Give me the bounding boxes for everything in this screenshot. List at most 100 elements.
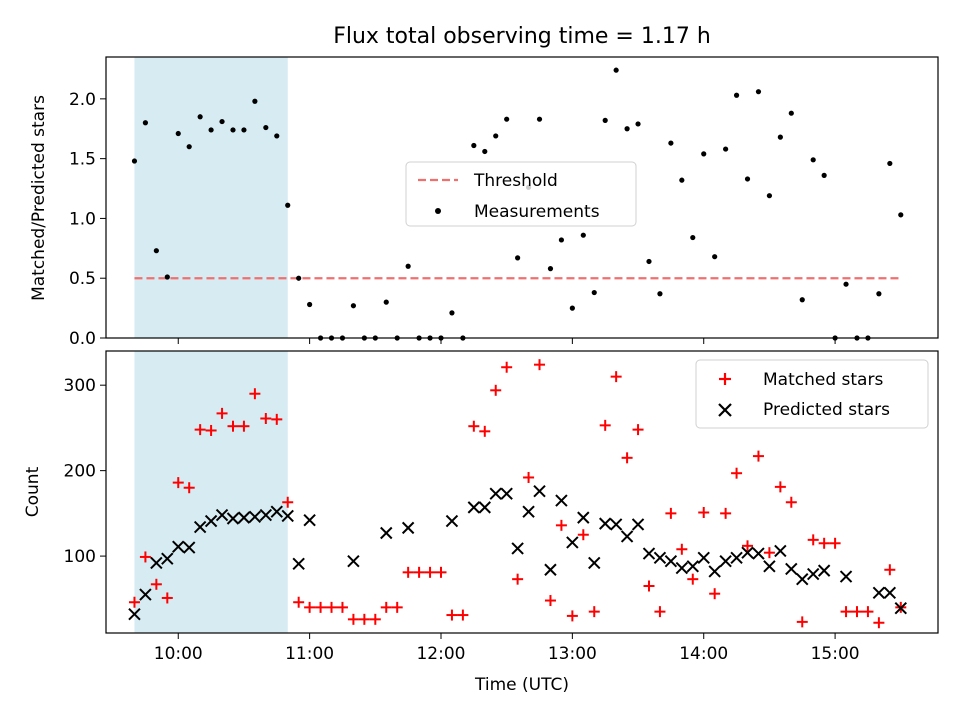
measurement-point <box>755 89 762 95</box>
measurement-point <box>733 92 740 98</box>
predicted-marker-b <box>544 563 557 576</box>
bottom-marks <box>128 359 907 629</box>
measurement-point <box>777 134 783 140</box>
predicted-marker-b <box>598 517 612 530</box>
predicted-star-point <box>697 551 710 565</box>
predicted-star-point <box>675 561 689 575</box>
predicted-star-point <box>741 546 754 559</box>
bottom-y-ticks: 100 200 300 <box>64 376 106 567</box>
predicted-marker-b <box>161 552 174 565</box>
bottom-y-axis-label: Count <box>23 466 43 517</box>
matched-star-point <box>260 413 272 425</box>
matched-star-point <box>709 588 721 600</box>
predicted-marker-b <box>303 513 316 527</box>
predicted-star-point <box>609 518 623 531</box>
measurement-point <box>471 142 477 149</box>
matched-star-point <box>271 413 283 425</box>
matched-star-point <box>687 573 699 585</box>
predicted-marker-b <box>555 494 568 507</box>
predicted-marker-b <box>631 518 645 531</box>
predicted-marker-b <box>182 541 196 554</box>
predicted-star-point <box>730 551 743 565</box>
matched-star-point <box>862 606 874 618</box>
predicted-marker-b <box>883 586 897 600</box>
measurement-point <box>296 275 302 281</box>
matched-star-point <box>347 613 359 625</box>
measurement-point <box>131 158 138 164</box>
x-axis-label: Time (UTC) <box>474 675 569 695</box>
measurement-point <box>723 146 729 152</box>
matched-star-point <box>150 578 162 590</box>
predicted-star-point <box>555 494 568 507</box>
predicted-marker-b <box>577 511 590 524</box>
measurement-point <box>186 144 192 150</box>
matched-star-point <box>544 595 556 607</box>
x-tick-label: 13:00 <box>548 644 597 664</box>
matched-star-point <box>829 537 841 549</box>
measurement-point <box>646 258 652 265</box>
predicted-star-point <box>182 541 196 554</box>
predicted-star-point <box>204 514 218 528</box>
matched-star-point <box>577 529 589 541</box>
measurement-point <box>274 133 280 139</box>
matched-star-point <box>424 566 436 578</box>
legend-matched-swatch <box>719 373 731 385</box>
predicted-marker-b <box>774 544 787 558</box>
measurement-point <box>744 176 751 182</box>
matched-star-point <box>720 507 732 519</box>
measurement-point <box>241 127 247 133</box>
measurement-point <box>405 263 411 269</box>
measurement-point <box>547 266 554 272</box>
predicted-marker-b <box>785 562 798 576</box>
measurement-point <box>263 124 269 131</box>
predicted-star-point <box>577 511 590 524</box>
predicted-star-point <box>500 487 513 500</box>
predicted-marker-b <box>675 561 689 575</box>
measurement-point <box>591 289 597 296</box>
predicted-star-point <box>588 556 601 570</box>
predicted-marker-b <box>752 547 765 560</box>
matched-star-point <box>194 424 206 436</box>
matched-star-point <box>435 566 447 578</box>
measurement-point <box>799 297 805 303</box>
predicted-marker-b <box>763 560 776 573</box>
measurement-point <box>788 110 794 116</box>
predicted-star-point <box>380 526 393 540</box>
predicted-marker-b <box>445 514 459 528</box>
predicted-marker-b <box>500 487 513 500</box>
matched-star-point <box>566 610 578 622</box>
bottom-plot-frame <box>105 350 939 634</box>
predicted-star-point <box>642 547 656 560</box>
predicted-star-point <box>872 586 886 600</box>
matched-star-point <box>380 601 392 613</box>
chart-title: Flux total observing time = 1.17 h <box>333 24 711 49</box>
matched-star-point <box>873 617 885 629</box>
top-y-axis-label: Matched/Predicted stars <box>29 95 49 301</box>
predicted-star-point <box>445 514 459 528</box>
predicted-star-point <box>237 511 251 524</box>
predicted-marker-b <box>533 484 546 498</box>
measurement-point <box>493 133 499 139</box>
matched-star-point <box>227 420 239 432</box>
predicted-marker-b <box>566 536 579 549</box>
measurement-point <box>230 127 236 133</box>
x-tick-label: 10:00 <box>154 644 203 664</box>
predicted-marker-b <box>872 586 886 600</box>
predicted-star-point <box>292 557 305 570</box>
matched-star-point <box>238 420 250 432</box>
legend-matched-label: Matched stars <box>763 370 883 390</box>
predicted-star-point <box>774 544 787 558</box>
predicted-marker-b <box>730 551 743 565</box>
bottom-x-ticks: 10:00 11:00 12:00 13:00 14:00 15:00 <box>154 633 860 664</box>
measurement-point <box>624 126 630 132</box>
predicted-marker-b <box>172 540 185 553</box>
predicted-marker-b <box>588 556 601 570</box>
matched-star-point <box>676 543 688 555</box>
predicted-marker-b <box>686 560 699 573</box>
measurement-point <box>515 255 521 261</box>
predicted-star-point <box>259 508 273 522</box>
predicted-star-point <box>752 547 765 560</box>
predicted-marker-b <box>380 526 393 540</box>
matched-star-point <box>774 481 786 493</box>
measurement-point <box>252 98 258 104</box>
